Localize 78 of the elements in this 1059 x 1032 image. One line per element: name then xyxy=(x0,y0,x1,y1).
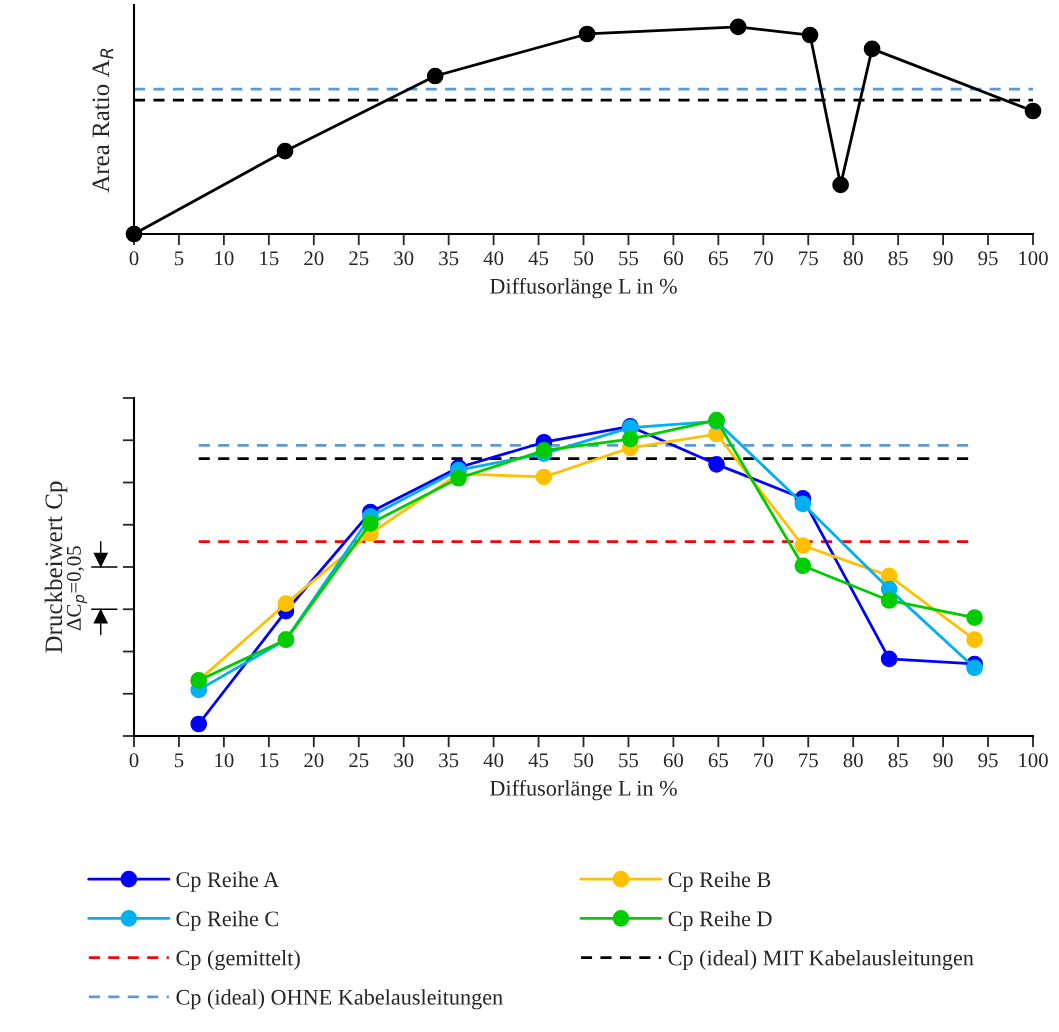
x-axis-title: Diffusorlänge L in % xyxy=(490,779,677,801)
x-tick-label: 80 xyxy=(843,753,863,768)
point xyxy=(708,456,725,473)
point xyxy=(621,430,639,448)
x-tick-label: 100 xyxy=(1019,251,1048,266)
x-tick-label: 75 xyxy=(799,753,818,768)
x-tick-label: 45 xyxy=(528,251,549,266)
point xyxy=(535,468,553,486)
x-tick-label: 40 xyxy=(483,251,504,266)
x-tick-label: 60 xyxy=(663,753,684,768)
point xyxy=(966,631,983,648)
point xyxy=(362,515,379,532)
x-tick-label: 65 xyxy=(708,753,728,768)
x-tick-label: 25 xyxy=(349,753,369,768)
point xyxy=(276,142,294,160)
x-tick-label: 20 xyxy=(304,753,324,768)
legend-label: Cp Reihe D xyxy=(668,910,772,931)
point xyxy=(426,67,444,85)
x-tick-label: 100 xyxy=(1019,753,1048,768)
x-tick-label: 70 xyxy=(754,251,773,266)
point xyxy=(125,225,143,243)
x-tick-label: 85 xyxy=(888,753,908,768)
x-tick-label: 35 xyxy=(439,251,459,266)
x-tick-label: 45 xyxy=(528,753,549,768)
legend-label: Cp Reihe B xyxy=(668,871,771,892)
point xyxy=(966,609,983,626)
x-tick-label: 95 xyxy=(978,753,998,768)
x-tick-label: 80 xyxy=(843,251,863,266)
point xyxy=(1024,102,1042,120)
legend-label: Cp (ideal) MIT Kabelausleitungen xyxy=(668,949,974,971)
x-tick-label: 50 xyxy=(574,251,594,266)
x-tick-label: 65 xyxy=(708,251,728,266)
x-axis-title: Diffusorlänge L in % xyxy=(490,277,677,299)
point xyxy=(578,25,596,43)
x-tick-label: 15 xyxy=(260,251,279,266)
x-tick-label: 50 xyxy=(574,753,594,768)
x-tick-label: 0 xyxy=(129,753,139,768)
x-tick-label: 60 xyxy=(663,251,684,266)
point xyxy=(190,715,208,733)
point xyxy=(450,469,467,487)
point xyxy=(729,18,747,36)
legend-label: Cp Reihe A xyxy=(176,871,280,892)
x-tick-label: 5 xyxy=(174,251,184,266)
point xyxy=(832,176,849,194)
legend-label: Cp (ideal) OHNE Kabelausleitungen xyxy=(176,989,503,1010)
x-tick-label: 30 xyxy=(394,251,414,266)
point xyxy=(794,557,812,575)
x-tick-label: 90 xyxy=(933,251,953,266)
legend-label: Cp Reihe C xyxy=(176,910,278,931)
x-tick-label: 30 xyxy=(394,753,414,768)
x-tick-label: 55 xyxy=(619,753,639,768)
x-tick-label: 40 xyxy=(483,753,504,768)
x-tick-label: 90 xyxy=(933,753,953,768)
x-tick-label: 25 xyxy=(349,251,369,266)
x-tick-label: 10 xyxy=(215,753,234,768)
point xyxy=(794,495,812,513)
legend-label: Cp (gemittelt) xyxy=(176,949,300,971)
x-tick-label: 85 xyxy=(888,251,908,266)
x-tick-label: 15 xyxy=(260,753,279,768)
point xyxy=(863,40,881,58)
point xyxy=(794,537,812,554)
x-tick-label: 95 xyxy=(978,251,998,266)
x-tick-label: 0 xyxy=(129,251,139,266)
y-axis-title: Druckbeiwert Cp xyxy=(44,481,68,653)
point xyxy=(880,650,898,668)
x-tick-label: 10 xyxy=(215,251,234,266)
x-tick-label: 75 xyxy=(799,251,818,266)
x-tick-label: 55 xyxy=(619,251,639,266)
point xyxy=(880,592,898,609)
y-axis-title: Area Ratio A$_{R}$ xyxy=(92,48,114,193)
x-tick-label: 20 xyxy=(304,251,324,266)
point xyxy=(801,26,819,44)
text: ΔC$_{p}$=0,05 xyxy=(66,546,88,631)
x-tick-label: 35 xyxy=(439,753,459,768)
point xyxy=(966,659,983,677)
x-tick-label: 5 xyxy=(174,753,184,768)
x-tick-label: 70 xyxy=(754,753,773,768)
point xyxy=(277,595,295,612)
